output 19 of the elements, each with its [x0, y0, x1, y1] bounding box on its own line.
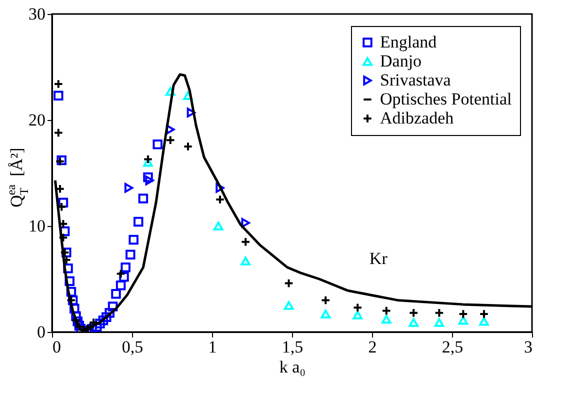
x-tick-label: 1 [208, 338, 217, 356]
x-tick-label: 0,5 [122, 338, 144, 356]
legend-label: Adibzadeh [380, 108, 454, 128]
x-tick-label: 2 [368, 338, 377, 356]
legend-label: Danjo [380, 52, 422, 70]
y-tick-label: 30 [28, 4, 46, 24]
legend-label: Optisches Potential [380, 90, 512, 108]
y-axis-title: QTea [Å²] [4, 148, 31, 208]
y-tick-label: 20 [28, 110, 46, 130]
x-tick-label: 0 [52, 338, 61, 356]
x-tick-label: 2,5 [442, 338, 464, 356]
legend-label: England [380, 32, 438, 52]
x-tick-label: 1,5 [282, 338, 304, 356]
y-tick-label: 10 [28, 216, 46, 236]
x-tick-label: 3 [524, 338, 532, 356]
y-tick-label: 0 [37, 322, 46, 342]
legend-label: Srivastava [380, 70, 452, 90]
x-axis-title: k a₀ [279, 358, 306, 376]
annotation: Kr [369, 248, 388, 268]
